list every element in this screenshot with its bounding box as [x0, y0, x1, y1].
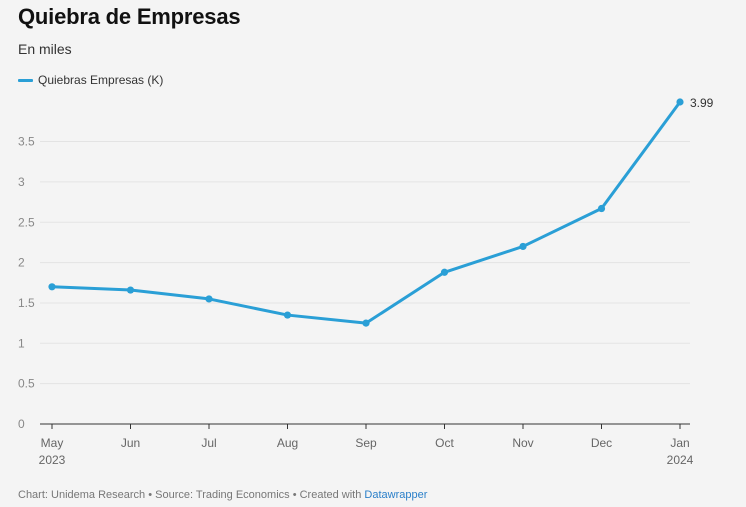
x-tick-label: Aug	[277, 436, 298, 450]
x-tick-label: Nov	[512, 436, 533, 450]
x-tick-label: 2023	[39, 453, 66, 467]
y-tick-label: 0	[18, 417, 25, 431]
y-tick-label: 3	[18, 175, 25, 189]
x-tick-label: Oct	[435, 436, 454, 450]
y-tick-label: 2	[18, 256, 25, 270]
chart-footer: Chart: Unidema Research • Source: Tradin…	[18, 489, 427, 501]
legend-label: Quiebras Empresas (K)	[38, 73, 164, 87]
datawrapper-link[interactable]: Datawrapper	[364, 489, 428, 501]
x-tick-label: Jun	[121, 436, 140, 450]
legend-swatch	[18, 78, 33, 82]
chart-title: Quiebra de Empresas	[18, 4, 241, 29]
x-tick-label: May	[41, 436, 64, 450]
y-tick-label: 1.5	[18, 296, 35, 310]
data-point	[126, 286, 135, 294]
data-point	[48, 283, 56, 291]
x-tick-label: Sep	[355, 436, 377, 450]
series-line	[50, 100, 682, 325]
data-point	[676, 98, 684, 106]
data-point	[519, 242, 527, 251]
legend: Quiebras Empresas (K)	[18, 73, 163, 87]
y-tick-label: 1	[18, 336, 25, 350]
y-tick-label: 0.5	[18, 377, 35, 391]
x-tick-label: 2024	[667, 453, 694, 467]
data-point	[440, 268, 449, 276]
x-tick-label: Dec	[591, 436, 612, 450]
data-point	[362, 319, 370, 327]
data-point	[597, 204, 606, 213]
x-tick-label: Jul	[201, 436, 216, 450]
y-tick-label: 2.5	[18, 215, 35, 229]
x-tick-label: Jan	[670, 436, 689, 450]
data-point	[205, 295, 213, 303]
end-value-label: 3.99	[690, 96, 714, 110]
chart-subtitle: En miles	[18, 41, 72, 57]
data-point	[283, 311, 292, 319]
y-tick-label: 3.5	[18, 135, 35, 149]
footer-credit: Chart: Unidema Research • Source: Tradin…	[18, 489, 365, 501]
